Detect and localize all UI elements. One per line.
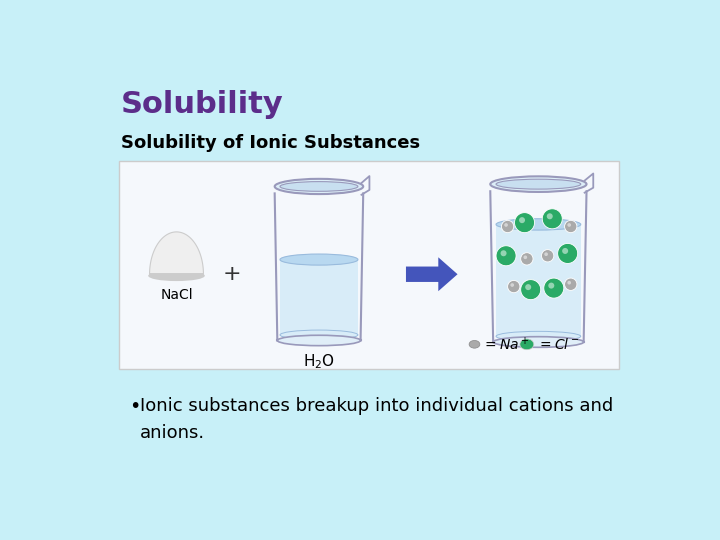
Ellipse shape: [496, 179, 581, 189]
Text: Ionic substances breakup into individual cations and
anions.: Ionic substances breakup into individual…: [140, 397, 613, 442]
Circle shape: [508, 280, 520, 293]
Circle shape: [558, 244, 577, 264]
Ellipse shape: [496, 332, 581, 341]
Circle shape: [567, 281, 571, 285]
Ellipse shape: [520, 339, 534, 350]
Circle shape: [521, 253, 533, 265]
Text: •: •: [129, 397, 140, 416]
Circle shape: [500, 250, 507, 256]
Circle shape: [521, 280, 541, 300]
Circle shape: [523, 255, 527, 259]
Text: $\mathregular{H_2O}$: $\mathregular{H_2O}$: [303, 352, 335, 370]
Ellipse shape: [496, 219, 581, 230]
Text: +: +: [222, 264, 241, 284]
Circle shape: [501, 220, 514, 233]
Circle shape: [542, 209, 562, 229]
Text: $= Cl^-$: $= Cl^-$: [537, 337, 580, 352]
Circle shape: [515, 213, 534, 233]
Ellipse shape: [274, 179, 363, 194]
Ellipse shape: [148, 271, 204, 281]
Circle shape: [519, 217, 525, 223]
Circle shape: [549, 282, 554, 288]
Circle shape: [504, 223, 508, 227]
Polygon shape: [406, 257, 457, 291]
Polygon shape: [496, 225, 581, 336]
Ellipse shape: [469, 340, 480, 348]
Polygon shape: [280, 260, 358, 335]
Ellipse shape: [280, 254, 358, 265]
Text: NaCl: NaCl: [160, 288, 193, 302]
Ellipse shape: [280, 330, 358, 340]
Circle shape: [541, 249, 554, 262]
Circle shape: [544, 252, 548, 256]
Circle shape: [546, 213, 553, 219]
Text: Solubility: Solubility: [121, 90, 284, 119]
Ellipse shape: [493, 336, 584, 347]
FancyBboxPatch shape: [119, 161, 619, 369]
Text: Solubility of Ionic Substances: Solubility of Ionic Substances: [121, 134, 420, 152]
Circle shape: [564, 278, 577, 291]
Circle shape: [562, 248, 568, 254]
Polygon shape: [150, 232, 204, 274]
Circle shape: [544, 278, 564, 298]
Circle shape: [564, 220, 577, 233]
Circle shape: [496, 246, 516, 266]
Ellipse shape: [280, 181, 358, 191]
Circle shape: [567, 223, 571, 227]
Circle shape: [525, 284, 531, 290]
Circle shape: [510, 283, 514, 287]
Ellipse shape: [490, 177, 587, 192]
Ellipse shape: [277, 335, 361, 346]
Text: $= Na^+$: $= Na^+$: [482, 336, 530, 353]
